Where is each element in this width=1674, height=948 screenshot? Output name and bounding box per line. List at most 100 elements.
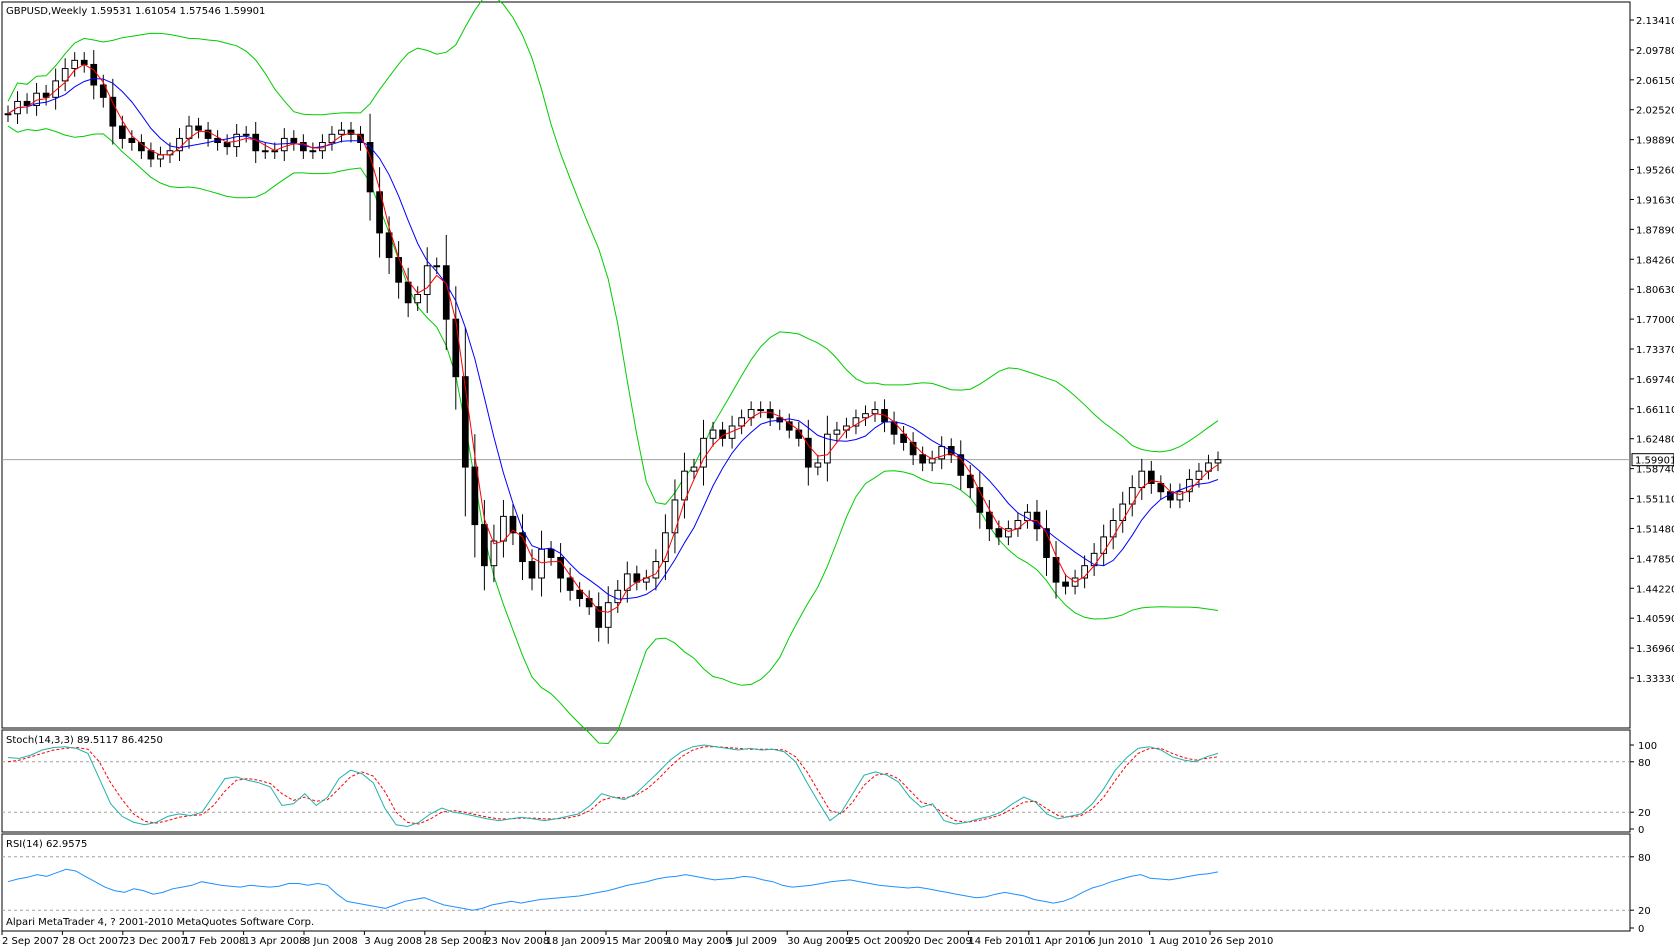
time-tick-label: 23 Nov 2008 xyxy=(485,936,549,947)
candle-body xyxy=(690,466,698,472)
rsi-tick-label: 20 xyxy=(1638,906,1651,917)
price-tick-label: 2.09780 xyxy=(1636,46,1674,57)
candle-body xyxy=(547,548,555,558)
price-tick-label: 1.84260 xyxy=(1636,255,1674,266)
candle-body xyxy=(1043,528,1050,558)
ma-slow-line xyxy=(7,77,1219,600)
candle-body xyxy=(852,417,860,427)
candle-body xyxy=(623,573,631,591)
time-tick-label: 25 Oct 2009 xyxy=(848,936,910,947)
candle-body xyxy=(252,133,260,152)
last-price-box xyxy=(1631,453,1674,467)
candle-body xyxy=(23,100,31,107)
time-tick-label: 14 Feb 2010 xyxy=(968,936,1030,947)
rsi-tick-label: 0 xyxy=(1638,924,1644,935)
candle-body xyxy=(538,548,545,579)
candle-body xyxy=(919,454,927,464)
candle-body xyxy=(785,421,793,431)
candle-body xyxy=(71,59,79,70)
candle-body xyxy=(862,413,869,419)
time-tick-label: 20 Dec 2009 xyxy=(908,936,972,947)
stoch-panel-frame[interactable] xyxy=(1,729,1631,833)
candle-body xyxy=(157,154,164,160)
candle-body xyxy=(1157,483,1165,493)
price-tick-label: 1.69740 xyxy=(1636,375,1674,386)
bollinger-upper-line xyxy=(7,0,1219,505)
last-price-label: 1.59901 xyxy=(1635,456,1674,467)
price-tick-label: 1.47850 xyxy=(1636,554,1674,565)
candle-body xyxy=(928,458,936,464)
price-plot[interactable]: 1.59901 xyxy=(2,0,1674,745)
price-tick-label: 1.51480 xyxy=(1636,524,1674,535)
candle-body xyxy=(900,433,907,443)
time-tick-label: 17 Feb 2008 xyxy=(183,936,245,947)
candle-body xyxy=(1109,519,1117,538)
candle-body xyxy=(1138,470,1146,489)
rsi-plot[interactable]: 80 20 0 xyxy=(2,853,1651,935)
candle-body xyxy=(204,129,212,139)
candle-body xyxy=(138,142,145,152)
candle-body xyxy=(585,598,593,608)
candle-body xyxy=(814,462,822,468)
candle-body xyxy=(385,232,393,259)
candle-body xyxy=(909,441,917,456)
candle-body xyxy=(881,409,888,423)
candle-body xyxy=(957,454,965,476)
time-tick-label: 26 Sep 2010 xyxy=(1210,936,1273,947)
candle-body xyxy=(557,556,564,579)
price-tick-label: 2.13410 xyxy=(1636,16,1674,27)
candle-body xyxy=(52,80,59,98)
candle-body xyxy=(824,433,831,464)
price-y-axis: 2.13410 2.09780 2.06150 2.02520 1.98890 1.952… xyxy=(1630,16,1674,685)
candle-body xyxy=(338,129,345,135)
time-tick-label: 30 Aug 2009 xyxy=(787,936,851,947)
stoch-plot[interactable]: 100 80 20 0 xyxy=(2,741,1657,836)
candle-body xyxy=(500,515,507,542)
candle-body xyxy=(662,532,669,563)
time-tick-label: 5 Jul 2009 xyxy=(727,936,777,947)
time-tick-label: 3 Aug 2008 xyxy=(364,936,422,947)
stoch-tick-label: 100 xyxy=(1638,741,1657,752)
stoch-tick-label: 0 xyxy=(1638,825,1644,836)
price-tick-label: 2.06150 xyxy=(1636,76,1674,87)
candle-body xyxy=(404,281,412,304)
candle-body xyxy=(4,113,12,116)
time-tick-label: 11 Apr 2010 xyxy=(1029,936,1091,947)
price-tick-label: 1.91630 xyxy=(1636,195,1674,206)
price-tick-label: 2.02520 xyxy=(1636,106,1674,117)
candle-body xyxy=(595,606,603,628)
candle-body xyxy=(509,515,517,534)
candle-body xyxy=(700,437,707,468)
price-tick-label: 1.73370 xyxy=(1636,345,1674,356)
price-tick-label: 1.95260 xyxy=(1636,166,1674,177)
candle-body xyxy=(118,125,126,139)
candle-body xyxy=(1214,459,1222,464)
price-tick-label: 1.33330 xyxy=(1636,674,1674,685)
candle-body xyxy=(604,602,612,628)
candle-body xyxy=(1100,536,1108,554)
price-tick-label: 1.58740 xyxy=(1636,465,1674,476)
candle-body xyxy=(804,437,812,468)
rsi-panel-frame[interactable] xyxy=(1,833,1631,932)
time-tick-label: 23 Dec 2007 xyxy=(123,936,187,947)
candle-body xyxy=(1195,470,1203,480)
price-panel-frame[interactable] xyxy=(1,1,1631,729)
candle-body xyxy=(290,137,298,144)
price-tick-label: 1.40590 xyxy=(1636,614,1674,625)
candle-body xyxy=(128,137,136,144)
time-tick-label: 18 Jan 2009 xyxy=(546,936,606,947)
candle-body xyxy=(461,376,469,468)
candle-body xyxy=(99,84,107,98)
candle-body xyxy=(681,470,688,501)
candle-body xyxy=(966,474,974,489)
rsi-tick-label: 80 xyxy=(1638,853,1651,864)
candle-body xyxy=(433,265,441,268)
stoch-tick-label: 80 xyxy=(1638,758,1651,769)
candle-body xyxy=(242,133,250,136)
time-tick-label: 2 Sep 2007 xyxy=(2,936,59,947)
candle-body xyxy=(109,96,117,127)
candle-body xyxy=(195,125,202,131)
chart-header: GBPUSD,Weekly 1.59531 1.61054 1.57546 1.… xyxy=(6,6,265,17)
